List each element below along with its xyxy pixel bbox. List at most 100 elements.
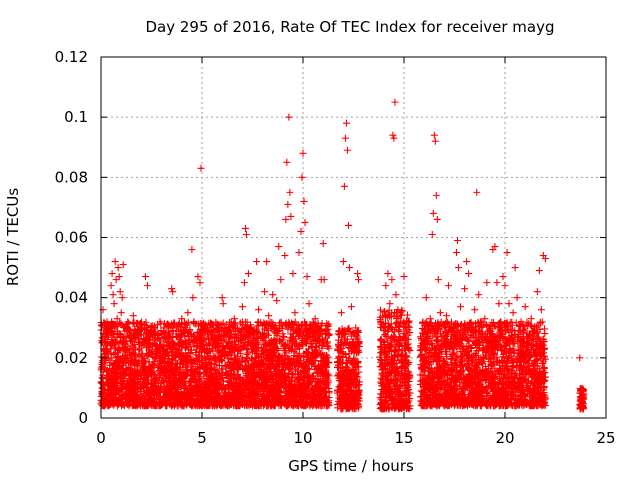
data-point — [308, 372, 316, 380]
data-point — [190, 337, 198, 345]
data-point — [322, 363, 330, 371]
data-point — [303, 349, 311, 357]
data-point — [265, 352, 273, 360]
data-point — [209, 337, 217, 345]
data-point — [317, 394, 325, 402]
data-point — [264, 354, 272, 362]
data-point — [214, 332, 222, 340]
data-point — [303, 378, 311, 386]
data-point — [158, 400, 166, 408]
data-point — [202, 340, 210, 348]
data-point — [273, 332, 281, 340]
data-point — [139, 324, 147, 332]
data-point — [308, 343, 316, 351]
data-point — [231, 399, 239, 407]
data-point — [159, 354, 167, 362]
data-point — [318, 402, 326, 410]
data-point — [171, 319, 179, 327]
data-point — [301, 320, 309, 328]
data-point — [324, 330, 332, 338]
data-point — [161, 387, 169, 395]
data-point — [204, 402, 212, 410]
data-point — [280, 369, 288, 377]
data-point — [216, 333, 224, 341]
data-point — [290, 333, 298, 341]
data-point — [218, 402, 226, 410]
data-point — [169, 339, 177, 347]
data-points — [97, 98, 588, 413]
data-point — [261, 320, 269, 328]
data-point — [153, 352, 161, 360]
data-point — [237, 388, 245, 396]
data-point — [152, 341, 160, 349]
data-point — [214, 381, 222, 389]
data-point — [235, 326, 243, 334]
data-point — [139, 350, 147, 358]
data-point — [300, 363, 308, 371]
data-point — [242, 382, 250, 390]
data-point — [183, 386, 191, 394]
data-point — [140, 357, 148, 365]
data-point — [258, 359, 266, 367]
data-point — [265, 331, 273, 339]
data-point — [312, 392, 320, 400]
data-point — [325, 331, 333, 339]
data-point — [225, 355, 233, 363]
data-point — [243, 400, 251, 408]
data-point — [299, 342, 307, 350]
data-point — [151, 374, 159, 382]
data-point — [125, 351, 133, 359]
data-point — [135, 335, 143, 343]
data-point — [303, 338, 311, 346]
data-point — [117, 320, 125, 328]
data-point — [288, 369, 296, 377]
data-point — [233, 325, 241, 333]
data-point — [316, 395, 324, 403]
data-point — [173, 388, 181, 396]
data-point — [260, 401, 268, 409]
data-point — [215, 339, 223, 347]
data-point — [119, 360, 127, 368]
data-point — [108, 369, 116, 377]
data-point — [238, 337, 246, 345]
data-point — [286, 381, 294, 389]
data-point — [143, 389, 151, 397]
data-point — [312, 346, 320, 354]
data-point — [281, 320, 289, 328]
data-point — [144, 324, 152, 332]
data-point — [309, 385, 317, 393]
data-point — [118, 374, 126, 382]
data-point — [155, 357, 163, 365]
data-point — [226, 328, 234, 336]
data-point — [220, 378, 228, 386]
data-point — [168, 355, 176, 363]
data-point — [218, 382, 226, 390]
data-point — [323, 339, 331, 347]
data-point — [322, 326, 330, 334]
data-point — [149, 384, 157, 392]
data-point — [196, 348, 204, 356]
data-point — [269, 358, 277, 366]
data-point — [103, 341, 111, 349]
data-point — [262, 321, 270, 329]
data-point — [168, 346, 176, 354]
data-point — [233, 385, 241, 393]
data-point — [143, 330, 151, 338]
data-point — [114, 354, 122, 362]
data-point — [315, 321, 323, 329]
data-point — [288, 387, 296, 395]
data-point — [241, 334, 249, 342]
data-point — [110, 336, 118, 344]
data-point — [188, 346, 196, 354]
data-point — [319, 341, 327, 349]
data-point — [404, 311, 412, 319]
data-point — [201, 368, 209, 376]
data-point — [227, 318, 235, 326]
data-point — [163, 382, 171, 390]
data-point — [233, 334, 241, 342]
data-point — [128, 402, 136, 410]
data-point — [149, 361, 157, 369]
data-point — [320, 352, 328, 360]
data-point — [235, 402, 243, 410]
